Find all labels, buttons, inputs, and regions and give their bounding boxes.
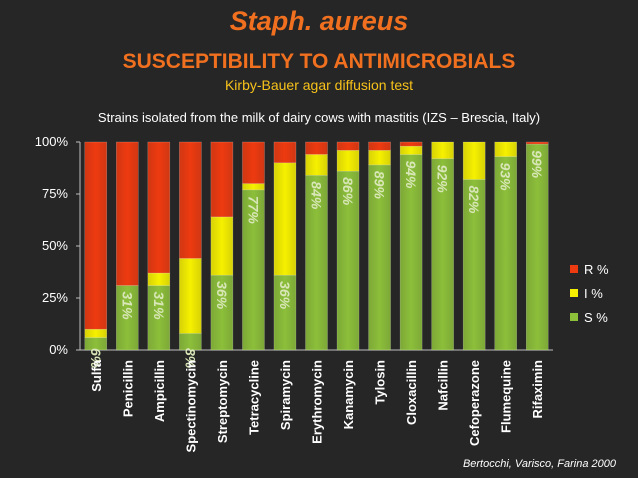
bar-segment-r: [525, 141, 549, 145]
x-tick-label: Cloxacillin: [404, 360, 419, 425]
bar-segment-r: [305, 141, 328, 155]
bar-segment-i: [210, 216, 234, 276]
data-label: 36%: [214, 281, 230, 310]
bar-segment-r: [116, 141, 139, 286]
y-tick-label: 75%: [42, 186, 68, 201]
bar-segment-r: [399, 141, 423, 147]
data-label: 82%: [466, 185, 482, 214]
legend-swatch: [570, 265, 578, 273]
bar-segment-i: [84, 328, 108, 338]
bar-segment-i: [242, 183, 265, 191]
x-tick-label: Ampicillin: [152, 360, 167, 422]
bar-segment-r: [147, 141, 171, 274]
bar-segment-r: [336, 141, 360, 151]
y-tick-label: 0%: [49, 342, 68, 357]
bar-segment-i: [494, 141, 517, 157]
bar-segment-r: [84, 141, 108, 330]
x-tick-label: Nafcillin: [436, 360, 451, 411]
chart-title: Staph. aureus: [229, 6, 409, 36]
x-tick-label: Flumequine: [499, 360, 514, 433]
legend-label: S %: [584, 310, 608, 325]
data-label: 77%: [245, 196, 261, 225]
description-text: Strains isolated from the milk of dairy …: [97, 110, 541, 125]
bar-segment-r: [368, 141, 391, 151]
data-label: 93%: [498, 163, 514, 192]
y-tick-label: 100%: [35, 134, 69, 149]
bar-segment-i: [305, 154, 328, 176]
data-label: 31%: [119, 292, 135, 321]
x-tick-label: Rifaximin: [530, 360, 545, 419]
data-label: 8%: [182, 348, 198, 369]
data-label: 94%: [403, 160, 419, 189]
method-label: Kirby-Bauer agar diffusion test: [224, 77, 414, 93]
data-label: 84%: [309, 181, 325, 210]
data-label: 99%: [529, 150, 545, 179]
bar-segment-i: [336, 150, 360, 172]
x-tick-label: Cefoperazone: [467, 360, 482, 446]
bar-segment-i: [431, 141, 454, 159]
x-tick-label: Kanamycin: [341, 360, 356, 429]
bar-segment-i: [399, 145, 423, 155]
x-tick-label: Tylosin: [373, 360, 388, 405]
legend-label: I %: [584, 286, 603, 301]
x-tick-label: Spiramycin: [278, 360, 293, 430]
y-tick-label: 25%: [42, 290, 68, 305]
data-label: 86%: [340, 177, 356, 206]
data-label: 31%: [151, 292, 167, 321]
bar-segment-i: [462, 141, 486, 180]
legend-swatch: [570, 313, 578, 321]
bar-segment-i: [368, 150, 391, 166]
bar-segment-r: [273, 141, 297, 164]
bar-segment-i: [147, 272, 171, 286]
y-tick-label: 50%: [42, 238, 68, 253]
x-tick-label: Penicillin: [120, 360, 135, 417]
x-tick-label: Streptomycin: [215, 360, 230, 443]
data-label: 89%: [372, 171, 388, 200]
data-label: 6%: [88, 348, 104, 369]
x-tick-label: Tetracycline: [246, 360, 261, 435]
x-tick-label: Erythromycin: [310, 360, 325, 444]
legend-swatch: [570, 289, 578, 297]
legend-label: R %: [584, 262, 609, 277]
bar-segment-i: [273, 162, 297, 276]
x-tick-label: Sulfa: [89, 359, 104, 392]
data-label: 92%: [435, 165, 451, 194]
bar-segment-r: [179, 141, 202, 259]
chart-subtitle: SUSCEPTIBILITY TO ANTIMICROBIALS: [122, 50, 516, 73]
data-label: 36%: [277, 281, 293, 310]
bar-segment-r: [210, 141, 234, 218]
bar-segment-r: [242, 141, 265, 184]
credit-text: Bertocchi, Varisco, Farina 2000: [462, 458, 616, 470]
x-tick-label: Spectinomycin: [183, 360, 198, 453]
bar-segment-i: [179, 258, 202, 334]
